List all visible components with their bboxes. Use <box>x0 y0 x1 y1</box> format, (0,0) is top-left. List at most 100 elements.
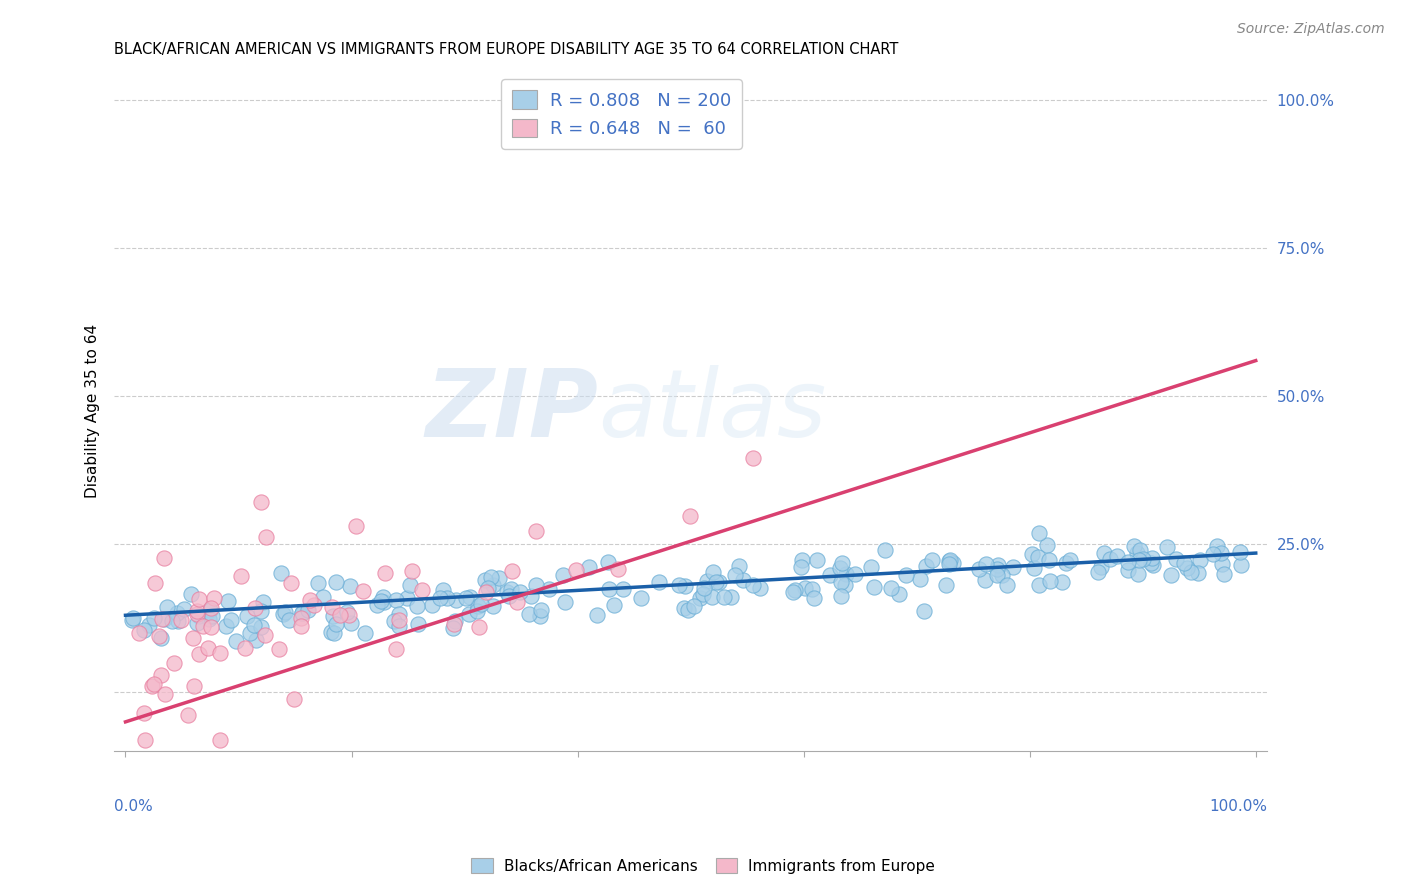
Point <box>187 647 209 661</box>
Point <box>150 612 173 626</box>
Point <box>1156 540 1178 554</box>
Point <box>145 575 167 590</box>
Point <box>197 641 219 656</box>
Point <box>233 641 256 656</box>
Point <box>586 607 609 622</box>
Point <box>921 553 943 567</box>
Point <box>401 565 423 579</box>
Point <box>1229 545 1251 559</box>
Point <box>141 679 163 693</box>
Point <box>354 626 377 640</box>
Point <box>987 558 1010 572</box>
Point <box>134 624 156 638</box>
Point <box>128 625 150 640</box>
Point <box>187 591 209 606</box>
Point <box>249 604 271 618</box>
Point <box>565 563 588 577</box>
Point <box>742 578 765 592</box>
Point <box>156 599 179 614</box>
Point <box>270 566 292 581</box>
Point <box>475 585 498 599</box>
Point <box>707 574 730 589</box>
Point <box>134 732 156 747</box>
Point <box>420 598 443 612</box>
Point <box>1123 539 1146 553</box>
Point <box>307 576 329 591</box>
Point <box>373 594 395 608</box>
Point <box>225 634 247 648</box>
Point <box>648 575 671 590</box>
Point <box>291 606 314 620</box>
Point <box>429 591 451 605</box>
Point <box>304 598 326 612</box>
Point <box>441 621 464 635</box>
Y-axis label: Disability Age 35 to 64: Disability Age 35 to 64 <box>86 324 100 498</box>
Point <box>370 593 392 607</box>
Point <box>1187 566 1209 581</box>
Point <box>1189 553 1212 567</box>
Point <box>499 582 522 597</box>
Point <box>672 601 695 615</box>
Point <box>844 567 866 582</box>
Point <box>1126 546 1149 560</box>
Point <box>337 608 360 623</box>
Point <box>834 577 856 591</box>
Point <box>406 616 429 631</box>
Point <box>201 609 224 624</box>
Point <box>713 591 735 605</box>
Point <box>1128 567 1150 582</box>
Point <box>803 591 825 605</box>
Point <box>598 555 620 569</box>
Point <box>252 595 274 609</box>
Point <box>835 567 858 582</box>
Point <box>860 560 883 574</box>
Point <box>411 583 433 598</box>
Point <box>290 619 312 633</box>
Point <box>290 611 312 625</box>
Point <box>283 692 305 706</box>
Point <box>150 631 173 645</box>
Point <box>974 557 997 571</box>
Point <box>406 599 429 614</box>
Point <box>1021 547 1043 561</box>
Point <box>1050 574 1073 589</box>
Point <box>1087 565 1109 579</box>
Point <box>986 562 1008 576</box>
Point <box>162 656 184 670</box>
Point <box>630 591 652 605</box>
Point <box>374 566 396 580</box>
Point <box>806 553 828 567</box>
Legend: Blacks/African Americans, Immigrants from Europe: Blacks/African Americans, Immigrants fro… <box>465 852 941 880</box>
Point <box>682 599 704 613</box>
Point <box>529 609 551 624</box>
Point <box>183 679 205 693</box>
Point <box>274 605 297 619</box>
Point <box>399 578 422 592</box>
Point <box>322 609 344 624</box>
Point <box>1039 574 1062 588</box>
Point <box>242 617 264 632</box>
Point <box>385 642 408 657</box>
Point <box>254 628 277 642</box>
Point <box>236 609 259 624</box>
Point <box>896 568 918 582</box>
Point <box>388 607 411 622</box>
Point <box>1140 557 1163 571</box>
Point <box>524 524 547 539</box>
Point <box>239 625 262 640</box>
Point <box>454 591 477 605</box>
Point <box>793 581 815 595</box>
Text: 0.0%: 0.0% <box>114 799 153 814</box>
Point <box>969 561 991 575</box>
Point <box>526 578 548 592</box>
Point <box>245 600 267 615</box>
Text: ZIP: ZIP <box>426 365 599 457</box>
Point <box>818 567 841 582</box>
Point <box>498 589 520 603</box>
Point <box>352 584 374 599</box>
Point <box>724 567 747 582</box>
Point <box>443 616 465 631</box>
Point <box>458 607 481 622</box>
Point <box>458 591 481 605</box>
Point <box>689 591 711 606</box>
